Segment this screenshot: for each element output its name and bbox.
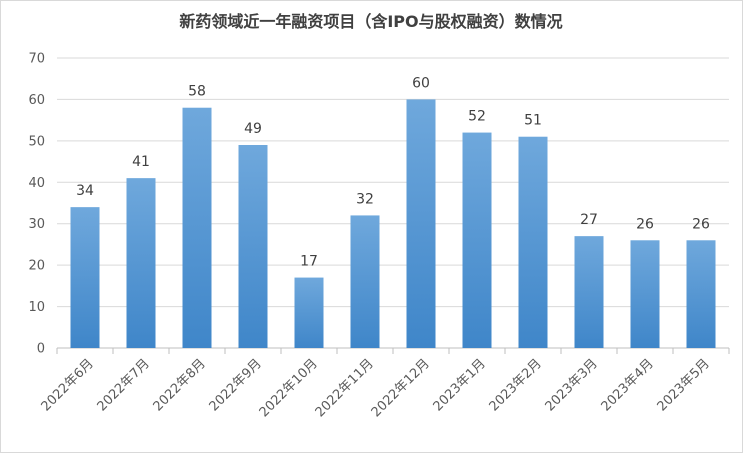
bar	[630, 240, 660, 348]
y-tick-label: 20	[28, 259, 45, 274]
bar	[350, 215, 380, 348]
bar	[406, 99, 436, 348]
bar	[238, 145, 268, 348]
x-tick-label: 2022年9月	[207, 356, 265, 414]
y-tick-label: 40	[28, 176, 45, 191]
bar	[462, 132, 492, 348]
y-tick-label: 70	[28, 52, 45, 67]
y-tick-label: 50	[28, 134, 45, 149]
bar	[686, 240, 716, 348]
data-label: 26	[692, 216, 710, 232]
data-label: 32	[356, 191, 374, 207]
y-tick-label: 0	[37, 342, 45, 357]
bar	[294, 277, 324, 348]
y-tick-label: 10	[28, 300, 45, 315]
x-tick-label: 2022年11月	[313, 356, 377, 420]
data-label: 34	[76, 183, 94, 199]
data-label: 60	[412, 75, 430, 91]
data-label: 58	[188, 84, 206, 100]
y-tick-label: 60	[28, 93, 45, 108]
x-tick-label: 2022年10月	[257, 356, 321, 420]
x-tick-label: 2023年3月	[543, 356, 601, 414]
x-tick-label: 2022年7月	[95, 356, 153, 414]
data-label: 49	[244, 121, 262, 137]
bar	[70, 207, 100, 348]
bar	[518, 136, 548, 348]
data-label: 26	[636, 216, 654, 232]
bar	[182, 107, 212, 348]
bar	[126, 178, 156, 348]
data-label: 41	[132, 154, 150, 170]
data-label: 51	[524, 113, 542, 129]
data-label: 17	[300, 254, 318, 270]
x-tick-label: 2022年6月	[39, 356, 97, 414]
x-tick-label: 2022年8月	[151, 356, 209, 414]
x-tick-label: 2023年5月	[655, 356, 713, 414]
x-tick-label: 2022年12月	[369, 356, 433, 420]
chart-title: 新药领域近一年融资项目（含IPO与股权融资）数情况	[179, 12, 562, 31]
x-tick-label: 2023年2月	[487, 356, 545, 414]
data-label: 52	[468, 109, 486, 125]
y-tick-label: 30	[28, 217, 45, 232]
x-tick-label: 2023年1月	[431, 356, 489, 414]
bar	[574, 236, 604, 348]
data-label: 27	[580, 212, 598, 228]
x-tick-label: 2023年4月	[599, 356, 657, 414]
